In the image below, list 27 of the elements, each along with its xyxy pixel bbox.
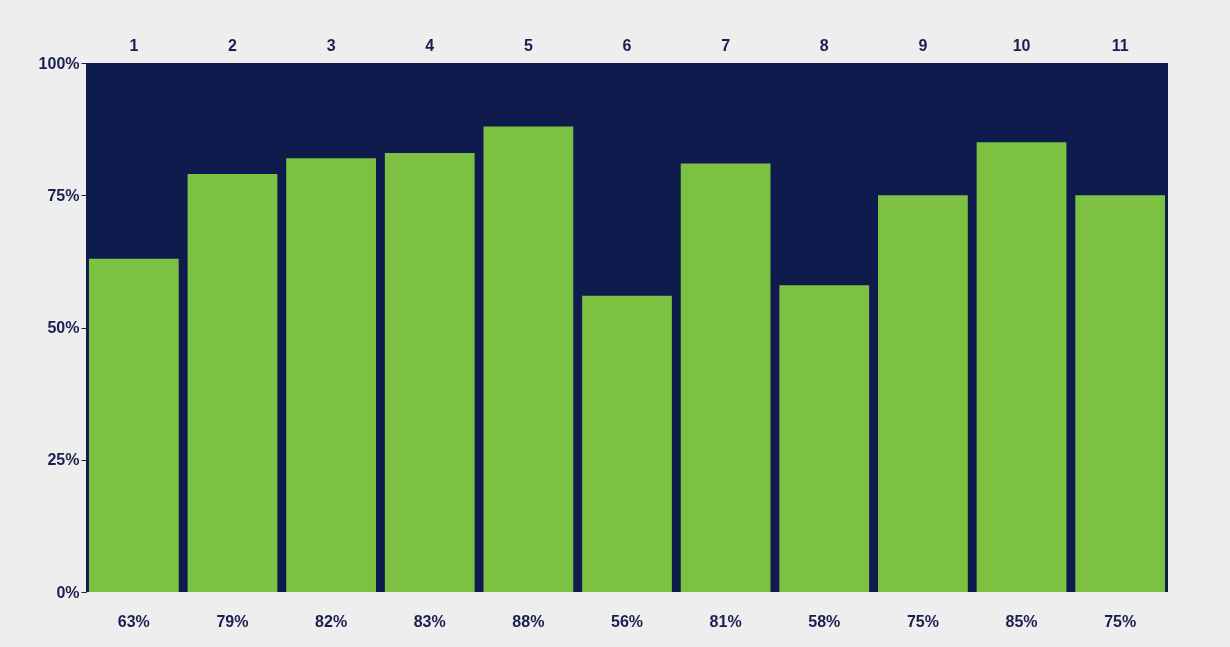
data-label: 88% (512, 613, 545, 630)
y-tick-label: 25% (47, 451, 80, 469)
x-tick-label: 3 (326, 36, 336, 54)
y-tick-label: 50% (47, 319, 80, 336)
data-label: 81% (709, 613, 742, 630)
x-tick-label: 9 (918, 36, 928, 54)
x-tick-label: 11 (1111, 36, 1129, 54)
data-label: 75% (1104, 613, 1137, 630)
data-label: 56% (610, 613, 644, 630)
data-label: 85% (1005, 613, 1038, 630)
y-tick-label: 0% (56, 583, 80, 601)
data-label: 83% (413, 613, 446, 630)
data-label: 58% (808, 613, 841, 630)
x-tick-label: 10 (1012, 36, 1031, 54)
x-tick-label: 8 (819, 36, 829, 54)
data-label: 82% (315, 613, 348, 630)
x-tick-label: 5 (523, 36, 533, 54)
x-tick-label: 1 (129, 36, 139, 54)
data-label: 79% (216, 613, 249, 630)
x-tick-label: 2 (228, 36, 238, 54)
y-tick-label: 75% (47, 186, 80, 204)
x-tick-label: 7 (721, 36, 731, 54)
x-tick-label: 6 (622, 36, 632, 54)
data-label: 63% (117, 613, 150, 630)
data-label: 75% (906, 613, 939, 630)
y-tick-label: 100% (38, 54, 80, 72)
x-tick-label: 4 (425, 36, 435, 54)
